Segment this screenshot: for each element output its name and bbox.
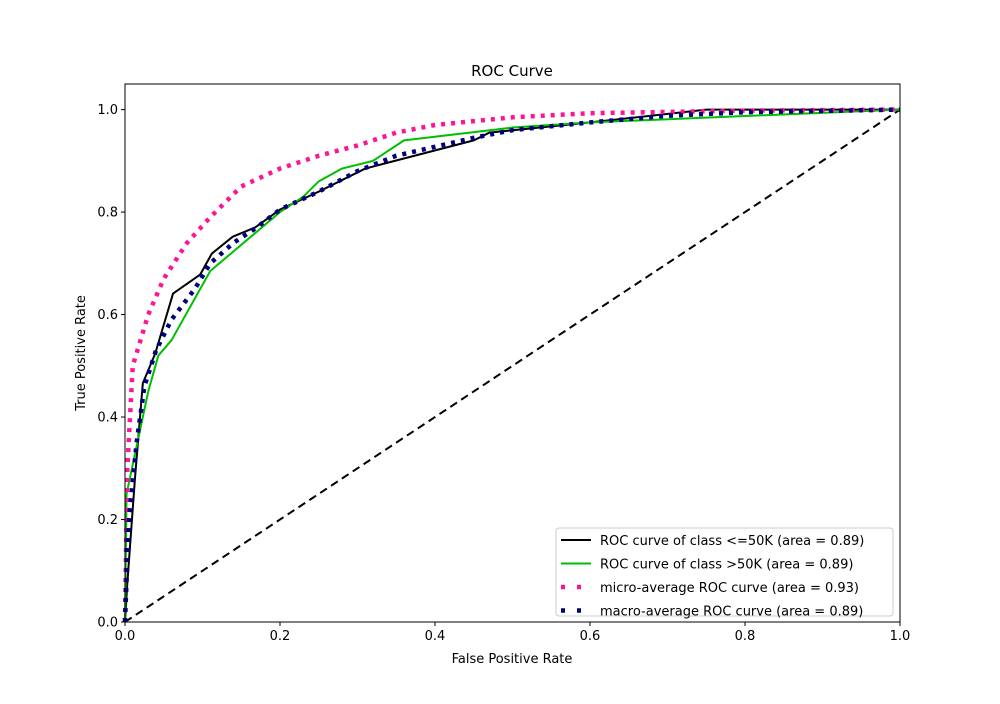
y-tick-label: 0.6 [97, 308, 118, 323]
x-tick-label: 1.0 [890, 629, 911, 644]
y-axis: 0.0 0.2 0.4 0.6 0.8 1.0 [97, 103, 125, 631]
legend-entry: ROC curve of class <=50K (area = 0.89) [600, 534, 864, 549]
y-axis-label: True Positive Rate [74, 295, 89, 412]
y-tick-label: 0.8 [97, 206, 118, 221]
y-tick-label: 0.0 [97, 616, 118, 631]
x-tick-label: 0.4 [425, 629, 446, 644]
x-axis-label: False Positive Rate [452, 652, 573, 667]
chart-title: ROC Curve [471, 62, 553, 80]
chance-diagonal-line [124, 108, 901, 623]
y-tick-label: 0.2 [97, 513, 118, 528]
x-tick-label: 0.0 [115, 629, 136, 644]
y-tick-label: 0.4 [97, 411, 118, 426]
y-tick-label: 1.0 [97, 103, 118, 118]
series-line-2 [122, 107, 901, 623]
series-line-3 [122, 107, 901, 623]
x-axis: 0.0 0.2 0.4 0.6 0.8 1.0 [115, 622, 911, 644]
x-tick-label: 0.6 [580, 629, 601, 644]
plot-area [122, 107, 901, 623]
legend-entry: micro-average ROC curve (area = 0.93) [600, 581, 859, 596]
x-tick-label: 0.8 [735, 629, 756, 644]
legend-frame [555, 527, 894, 617]
legend: ROC curve of class <=50K (area = 0.89) RO… [555, 527, 894, 620]
legend-entry: ROC curve of class >50K (area = 0.89) [600, 558, 853, 573]
x-tick-label: 0.2 [270, 629, 291, 644]
axes-frame [124, 83, 901, 623]
legend-entry: macro-average ROC curve (area = 0.89) [600, 605, 863, 620]
